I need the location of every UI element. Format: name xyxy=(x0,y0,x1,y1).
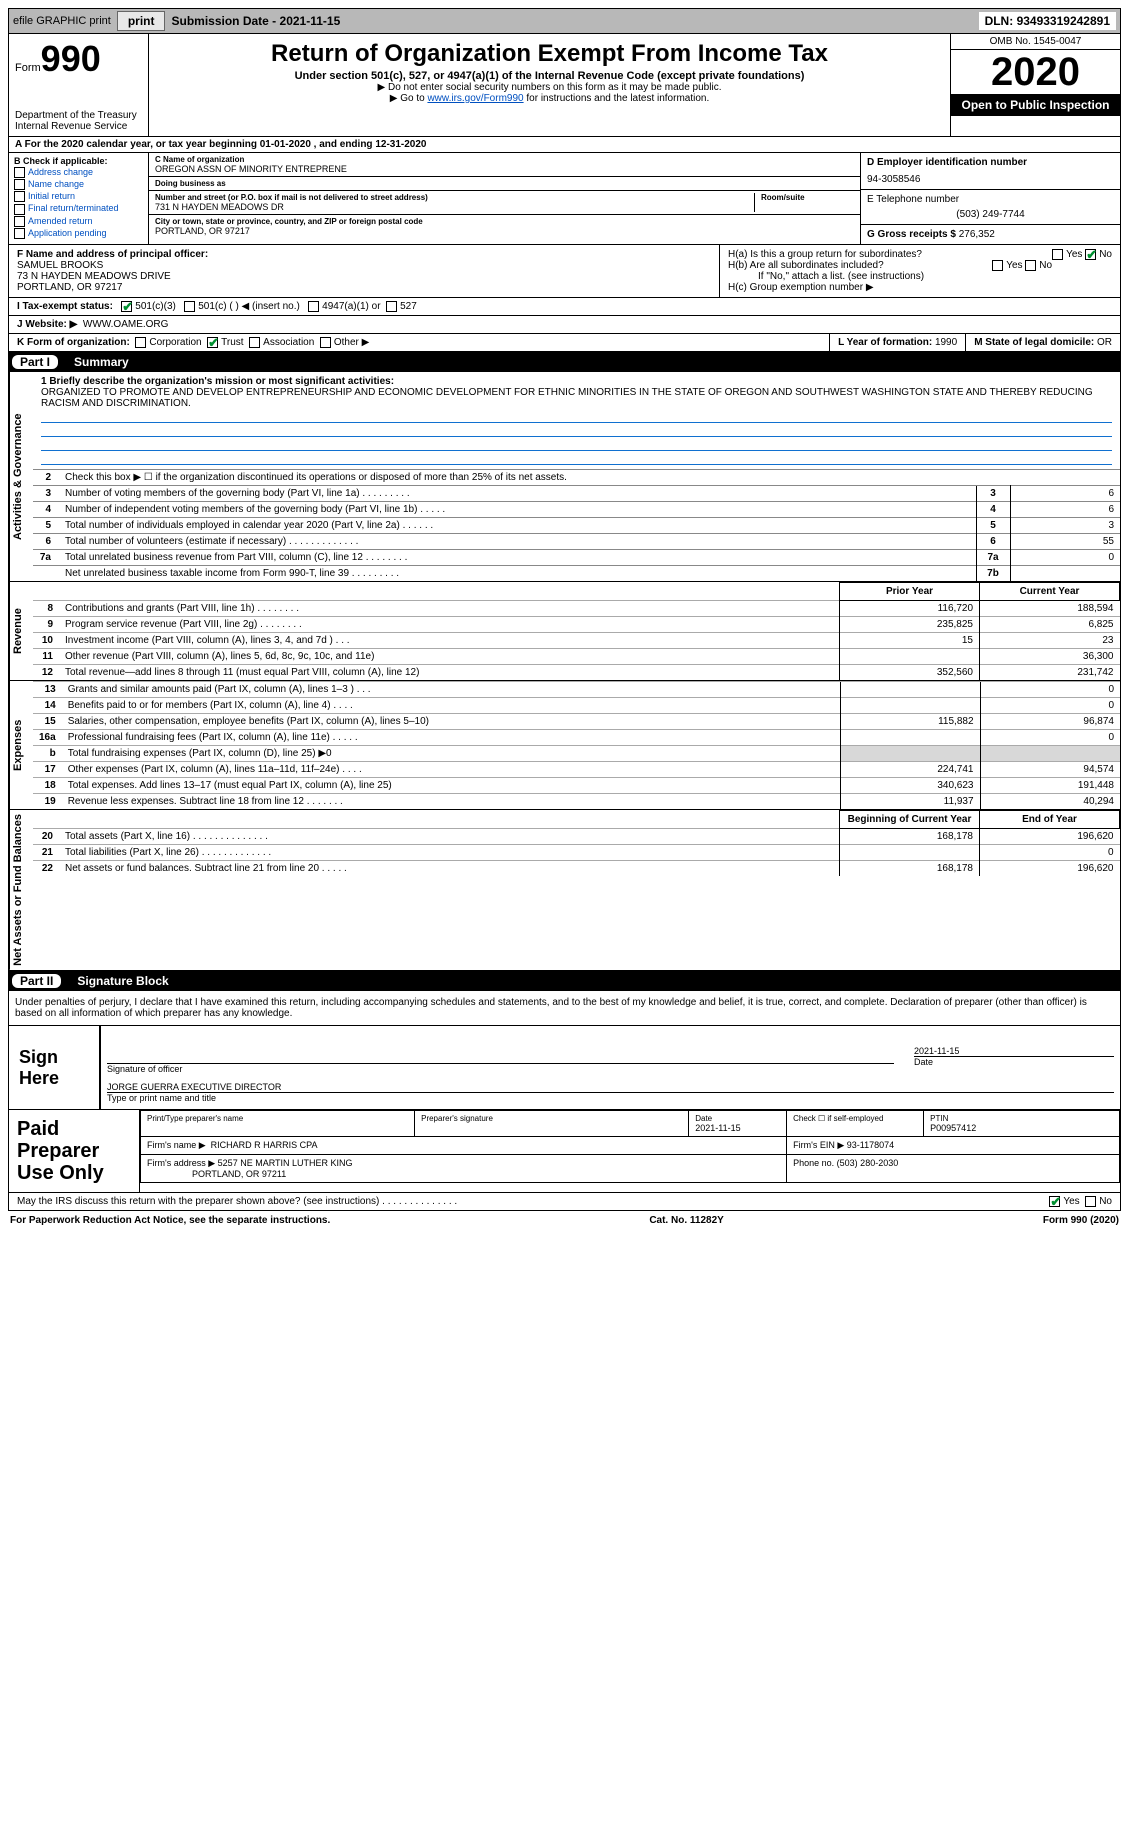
discuss-row: May the IRS discuss this return with the… xyxy=(8,1193,1121,1211)
check-applicable: B Check if applicable: Address change Na… xyxy=(9,153,149,244)
topbar: efile GRAPHIC print print Submission Dat… xyxy=(8,8,1121,34)
expenses-tab: Expenses xyxy=(9,681,33,809)
submission-date: Submission Date - 2021-11-15 xyxy=(171,14,340,28)
part1-header: Part ISummary xyxy=(8,352,1121,372)
tax-exempt-status: I Tax-exempt status: 501(c)(3) 501(c) ( … xyxy=(8,298,1121,316)
expenses-table: 13Grants and similar amounts paid (Part … xyxy=(33,681,1120,809)
form-header: Form990 Department of the Treasury Inter… xyxy=(8,34,1121,137)
governance-section: Activities & Governance 1 Briefly descri… xyxy=(8,372,1121,582)
entity-block: B Check if applicable: Address change Na… xyxy=(8,153,1121,245)
net-assets-tab: Net Assets or Fund Balances xyxy=(9,810,33,970)
net-assets-section: Net Assets or Fund Balances Beginning of… xyxy=(8,810,1121,971)
ein-phone-block: D Employer identification number94-30585… xyxy=(860,153,1120,244)
page-footer: For Paperwork Reduction Act Notice, see … xyxy=(8,1211,1121,1230)
form-of-org-row: K Form of organization: Corporation Trus… xyxy=(8,334,1121,352)
governance-table: 2Check this box ▶ ☐ if the organization … xyxy=(33,469,1120,581)
officer-group-block: F Name and address of principal officer:… xyxy=(8,245,1121,298)
governance-tab: Activities & Governance xyxy=(9,372,33,581)
principal-officer: F Name and address of principal officer:… xyxy=(9,245,720,297)
tax-year-row: A For the 2020 calendar year, or tax yea… xyxy=(8,137,1121,153)
signature-declaration: Under penalties of perjury, I declare th… xyxy=(8,991,1121,1026)
mission: 1 Briefly describe the organization's mi… xyxy=(33,372,1120,469)
form-title-block: Return of Organization Exempt From Incom… xyxy=(149,34,950,136)
org-name-address: C Name of organizationOREGON ASSN OF MIN… xyxy=(149,153,860,244)
paid-preparer-block: Paid Preparer Use Only Print/Type prepar… xyxy=(8,1110,1121,1193)
revenue-section: Revenue Prior YearCurrent Year 8Contribu… xyxy=(8,582,1121,681)
expenses-section: Expenses 13Grants and similar amounts pa… xyxy=(8,681,1121,810)
preparer-table: Print/Type preparer's name Preparer's si… xyxy=(140,1110,1120,1183)
revenue-tab: Revenue xyxy=(9,582,33,680)
website-row: J Website: ▶ WWW.OAME.ORG xyxy=(8,316,1121,334)
net-assets-table: Beginning of Current YearEnd of Year 20T… xyxy=(33,810,1120,876)
irs-link[interactable]: www.irs.gov/Form990 xyxy=(427,93,523,104)
efile-label: efile GRAPHIC print xyxy=(13,15,111,27)
sign-here-block: Sign Here Signature of officer 2021-11-1… xyxy=(8,1026,1121,1110)
revenue-table: Prior YearCurrent Year 8Contributions an… xyxy=(33,582,1120,680)
group-return: H(a) Is this a group return for subordin… xyxy=(720,245,1120,297)
print-button[interactable]: print xyxy=(117,11,166,31)
form-number-block: Form990 Department of the Treasury Inter… xyxy=(9,34,149,136)
year-block: OMB No. 1545-0047 2020 Open to Public In… xyxy=(950,34,1120,136)
part2-header: Part IISignature Block xyxy=(8,971,1121,991)
form-title: Return of Organization Exempt From Incom… xyxy=(159,40,940,68)
dln: DLN: 93493319242891 xyxy=(979,12,1116,30)
